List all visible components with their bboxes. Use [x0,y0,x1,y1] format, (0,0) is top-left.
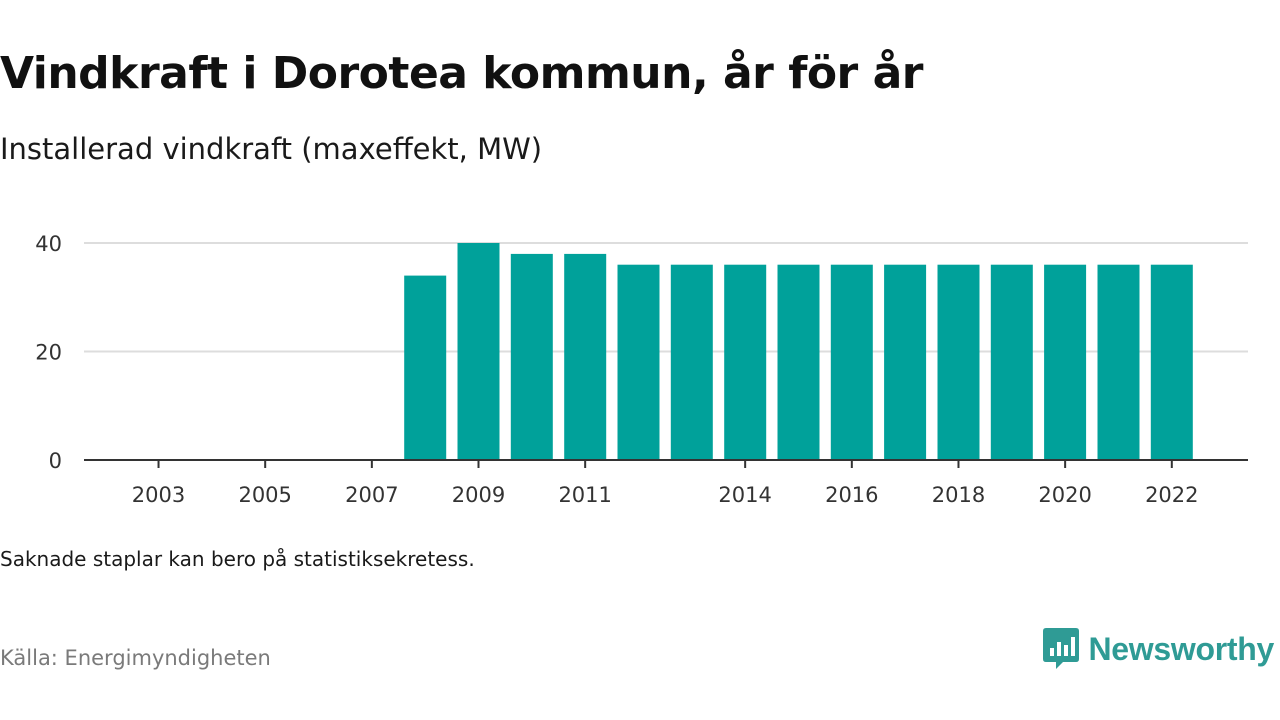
x-tick-label: 2011 [558,483,611,507]
source-credit: Källa: Energimyndigheten [0,646,271,670]
bar-2010 [510,253,553,460]
brand-logo: Newsworthy [1042,628,1275,670]
bar-2018 [937,264,980,460]
bar-2009 [457,243,500,460]
bars [404,243,1193,460]
x-tick-label: 2018 [932,483,985,507]
x-tick-label: 2009 [452,483,505,507]
x-tick-label: 2022 [1145,483,1198,507]
bar-2019 [990,264,1033,460]
bar-2012 [617,264,660,460]
x-tick-label: 2007 [345,483,398,507]
x-tick-label: 2003 [132,483,185,507]
y-tick-label: 40 [35,232,62,256]
bar-2013 [670,264,713,460]
bar-2020 [1044,264,1087,460]
bar-2016 [830,264,873,460]
x-tick-label: 2016 [825,483,878,507]
newsworthy-logo-icon [1042,628,1079,669]
bar-2011 [564,253,607,460]
y-tick-label: 0 [49,449,62,473]
x-tick-label: 2014 [718,483,771,507]
chart-title: Vindkraft i Dorotea kommun, år för år [0,48,923,99]
brand-name: Newsworthy [1088,630,1275,667]
y-tick-label: 20 [35,341,62,365]
chart-subtitle: Installerad vindkraft (maxeffekt, MW) [0,132,543,166]
bar-2022 [1150,264,1193,460]
y-axis-ticks: 0 20 40 [35,232,62,473]
x-tick-label: 2005 [238,483,291,507]
bar-2008 [404,275,447,460]
x-tick-label: 2020 [1038,483,1091,507]
bar-2014 [724,264,767,460]
footnote: Saknade staplar kan bero på statistiksek… [0,547,475,571]
bar-2021 [1097,264,1140,460]
bar-2017 [884,264,927,460]
x-axis-ticks: 2003 2005 2007 2009 2011 2014 2016 2018 2020 2022 [132,460,1199,507]
bar-2015 [777,264,820,460]
